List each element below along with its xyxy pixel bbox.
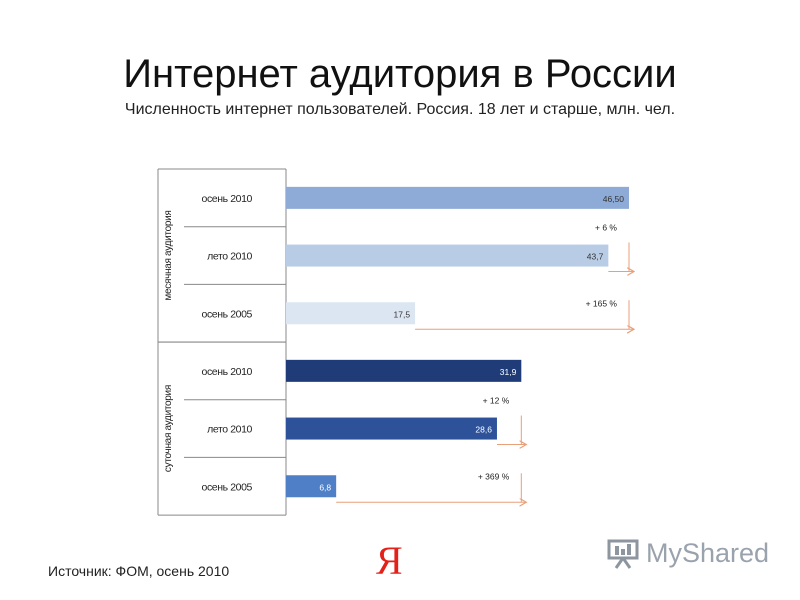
category-label: лето 2010 [207, 424, 252, 436]
category-label: лето 2010 [207, 251, 252, 263]
data-label: 46,50 [603, 194, 625, 204]
data-label: 31,9 [500, 367, 517, 377]
bar [286, 417, 497, 440]
change-annotation: + 369 % [478, 471, 510, 481]
bar [286, 302, 416, 325]
change-annotation: + 165 % [586, 298, 618, 308]
page-subtitle: Численность интернет пользователей. Росс… [124, 101, 676, 118]
category-label: осень 2005 [202, 308, 253, 320]
source-note: Источник: ФОМ, осень 2010 [48, 563, 230, 579]
bar [286, 186, 629, 209]
group-label: месячная аудитория [163, 211, 174, 301]
brand-name: MyShared [646, 537, 770, 568]
group-label: суточная аудитория [163, 385, 174, 472]
bar [286, 244, 609, 267]
page-title: Интернет аудитория в России [123, 52, 677, 96]
category-label: осень 2005 [202, 481, 253, 493]
presentation-icon [607, 539, 639, 569]
bar [286, 359, 522, 382]
yandex-logo: Я [376, 538, 403, 583]
change-annotation: + 12 % [483, 396, 510, 406]
data-label: 43,7 [587, 252, 604, 262]
myshared-logo: MyShared [606, 536, 769, 570]
data-label: 28,6 [475, 425, 492, 435]
data-label: 17,5 [394, 309, 411, 319]
data-label: 6,8 [319, 482, 331, 492]
category-label: осень 2010 [202, 193, 253, 205]
category-label: осень 2010 [202, 366, 253, 378]
bar [286, 475, 337, 498]
change-annotation: + 6 % [595, 223, 617, 233]
